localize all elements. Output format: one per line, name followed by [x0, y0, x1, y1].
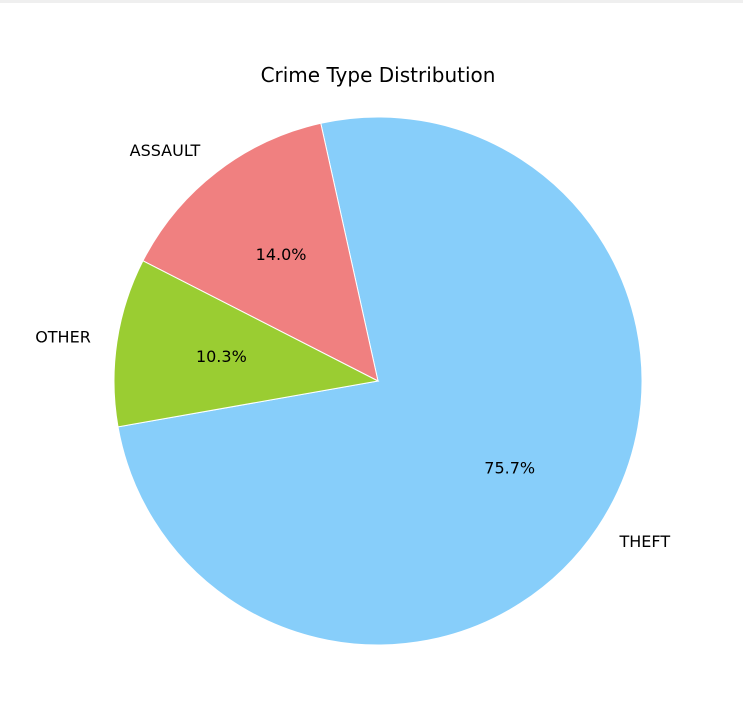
pie-labels: THEFT 75.7% ASSAULT 14.0% OTHER 10.3%	[35, 141, 670, 551]
pie-slices	[113, 116, 643, 646]
pct-label-theft: 75.7%	[484, 458, 535, 477]
slice-label-assault: ASSAULT	[130, 141, 201, 160]
top-strip	[0, 0, 743, 3]
slice-label-theft: THEFT	[618, 532, 670, 551]
pct-label-other: 10.3%	[196, 347, 247, 366]
pct-label-assault: 14.0%	[256, 245, 307, 264]
pie-slice-assault	[142, 122, 379, 382]
pie-slice-theft	[117, 116, 643, 646]
pie-slice-other	[113, 260, 380, 428]
slice-label-other: OTHER	[35, 327, 91, 346]
chart-title: Crime Type Distribution	[261, 63, 496, 87]
